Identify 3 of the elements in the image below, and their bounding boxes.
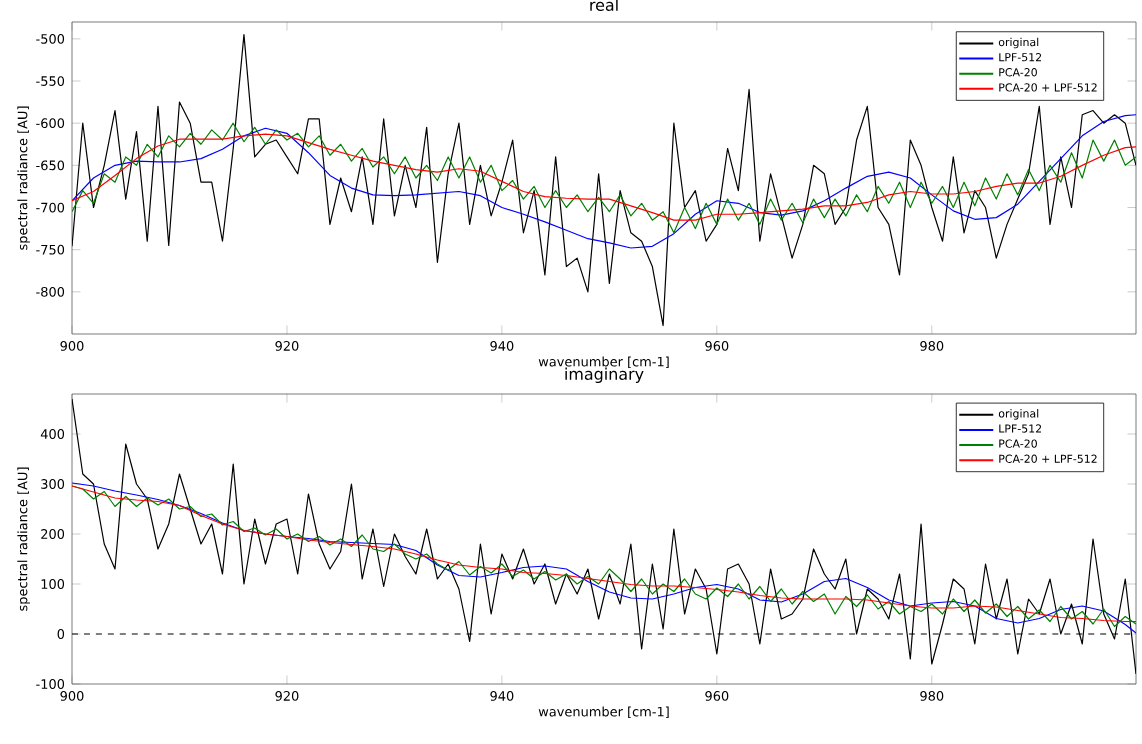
line-series — [72, 122, 1136, 234]
line-series — [72, 398, 1136, 675]
line-series — [72, 34, 1136, 327]
